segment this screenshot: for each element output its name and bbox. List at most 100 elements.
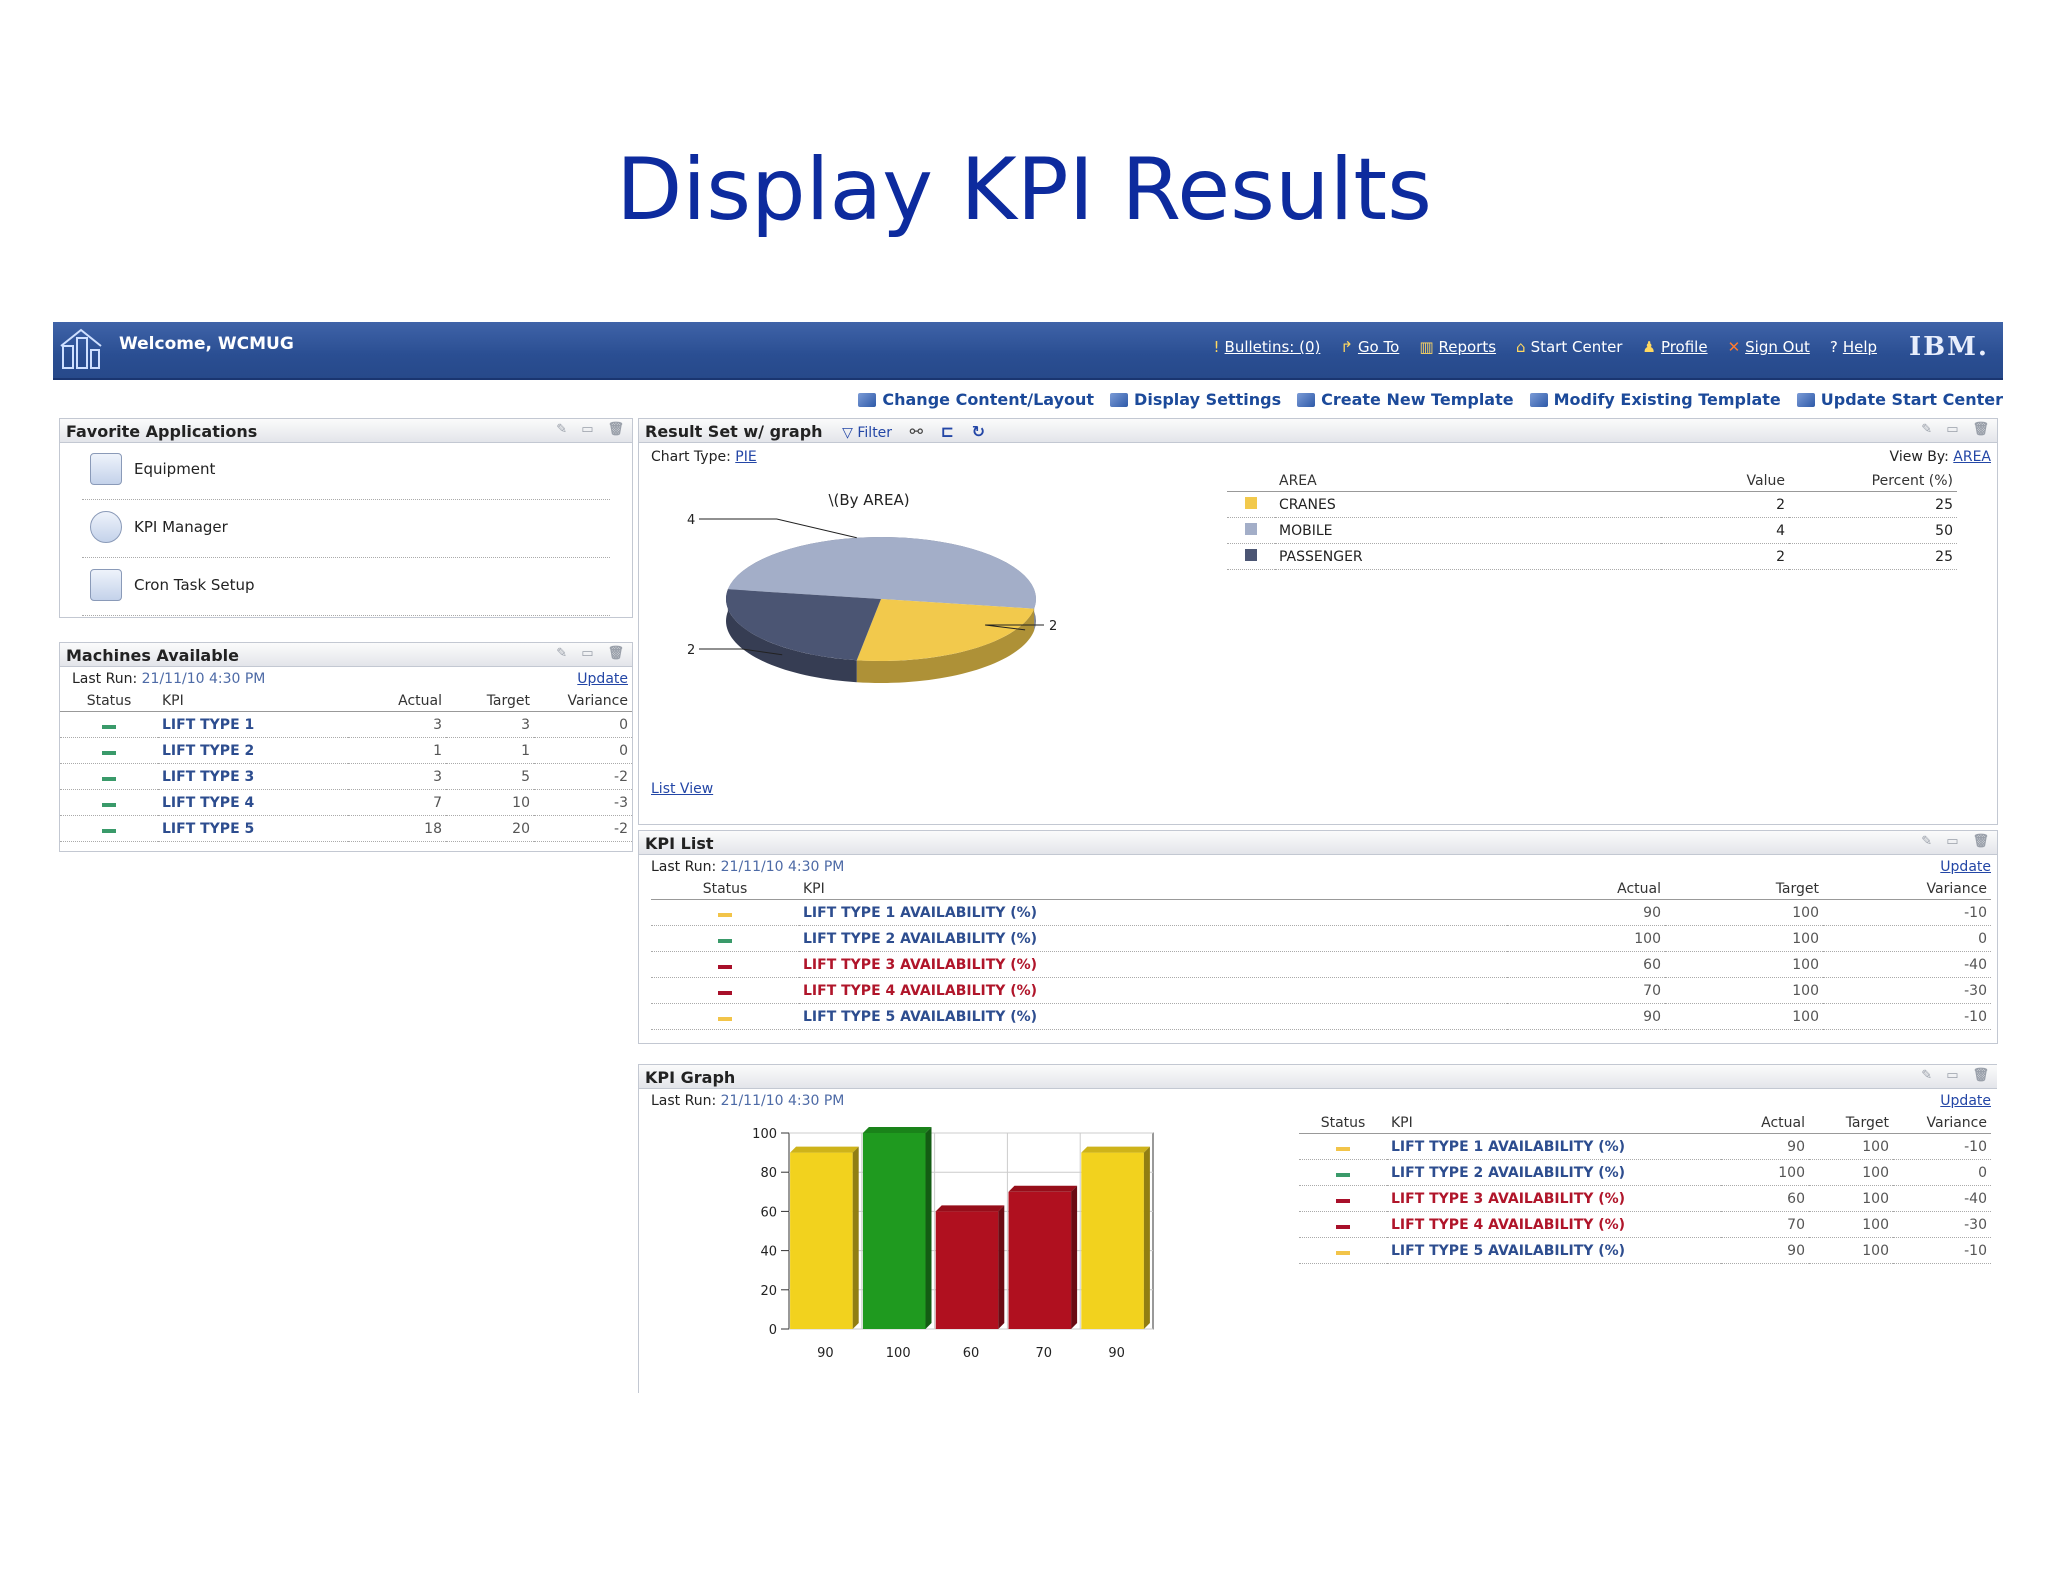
variance-value: -30 — [1893, 1211, 1991, 1238]
kpi-name[interactable]: LIFT TYPE 5 AVAILABILITY (%) — [799, 1003, 1507, 1030]
kpi-name[interactable]: LIFT TYPE 1 AVAILABILITY (%) — [799, 899, 1507, 926]
kpi-name[interactable]: LIFT TYPE 2 AVAILABILITY (%) — [1387, 1159, 1721, 1186]
table-row[interactable]: LIFT TYPE 3 AVAILABILITY (%) 60 100 -40 — [1299, 1185, 1991, 1212]
delete-icon[interactable]: 🗑 — [607, 422, 624, 437]
kpi-list-update-link[interactable]: Update — [1940, 859, 1991, 875]
pie-slice-mobile[interactable] — [727, 537, 1036, 609]
clear-filter-icon[interactable]: ⊏ — [940, 422, 955, 441]
table-row[interactable]: LIFT TYPE 4 AVAILABILITY (%) 70 100 -30 — [1299, 1211, 1991, 1238]
sign-out-link[interactable]: ✕ Sign Out — [1727, 338, 1810, 356]
kpi-name[interactable]: LIFT TYPE 5 — [158, 815, 348, 842]
bar-side — [852, 1146, 859, 1329]
help-link[interactable]: ? Help — [1829, 338, 1878, 356]
edit-icon[interactable]: ✎ — [1921, 834, 1933, 849]
kpi-name[interactable]: LIFT TYPE 3 — [158, 763, 348, 790]
edit-icon[interactable]: ✎ — [1921, 1068, 1933, 1083]
kpi-name[interactable]: LIFT TYPE 3 AVAILABILITY (%) — [1387, 1185, 1721, 1212]
edit-template-icon — [1529, 393, 1548, 407]
change-content-button[interactable]: Change Content/Layout — [858, 390, 1094, 409]
table-row[interactable]: LIFT TYPE 2 AVAILABILITY (%) 100 100 0 — [651, 925, 1991, 952]
table-row[interactable]: CRANES 2 25 — [1227, 491, 1957, 518]
delete-icon[interactable]: 🗑 — [1972, 834, 1989, 849]
welcome-text: Welcome, WCMUG — [119, 334, 294, 354]
variance-value: 0 — [1893, 1159, 1991, 1186]
update-start-center-button[interactable]: Update Start Center — [1796, 390, 2003, 409]
edit-icon[interactable]: ✎ — [556, 422, 568, 437]
status-indicator-cell — [1299, 1185, 1387, 1212]
minimize-icon[interactable]: ▭ — [1946, 834, 1959, 849]
bar[interactable] — [1081, 1152, 1144, 1329]
layout-icon — [858, 393, 877, 407]
pie-slice-passenger[interactable] — [726, 589, 881, 661]
table-row[interactable]: PASSENGER 2 25 — [1227, 543, 1957, 570]
y-tick-label: 0 — [769, 1323, 777, 1338]
delete-icon[interactable]: 🗑 — [1972, 422, 1989, 437]
actual-value: 100 — [1721, 1159, 1809, 1186]
table-row[interactable]: LIFT TYPE 3 AVAILABILITY (%) 60 100 -40 — [651, 951, 1991, 978]
kpi-graph-update-link[interactable]: Update — [1940, 1093, 1991, 1109]
fav-equipment[interactable]: Equipment — [90, 453, 215, 485]
target-value: 100 — [1665, 977, 1823, 1004]
goto-link[interactable]: ↱ Go To — [1340, 338, 1400, 356]
legend-swatch-cell — [1227, 543, 1275, 570]
chart-type-link[interactable]: PIE — [735, 449, 757, 465]
favorites-header: Favorite Applications ✎ ▭ 🗑 — [60, 419, 632, 443]
machines-update-link[interactable]: Update — [577, 671, 628, 687]
table-row[interactable]: LIFT TYPE 3 3 5 -2 — [60, 763, 632, 790]
bar[interactable] — [790, 1152, 853, 1329]
table-row[interactable]: LIFT TYPE 4 AVAILABILITY (%) 70 100 -30 — [651, 977, 1991, 1004]
minimize-icon[interactable]: ▭ — [1946, 1068, 1959, 1083]
table-row[interactable]: LIFT TYPE 5 18 20 -2 — [60, 815, 632, 842]
variance-value: -2 — [534, 763, 632, 790]
fav-cron-task[interactable]: Cron Task Setup — [90, 569, 255, 601]
favorites-title: Favorite Applications — [66, 422, 258, 441]
table-row[interactable]: LIFT TYPE 1 AVAILABILITY (%) 90 100 -10 — [1299, 1133, 1991, 1160]
table-row[interactable]: LIFT TYPE 5 AVAILABILITY (%) 90 100 -10 — [1299, 1237, 1991, 1264]
table-row[interactable]: LIFT TYPE 4 7 10 -3 — [60, 789, 632, 816]
bulletins-link[interactable]: ! Bulletins: (0) — [1213, 338, 1321, 356]
kpi-name[interactable]: LIFT TYPE 4 AVAILABILITY (%) — [1387, 1211, 1721, 1238]
edit-icon[interactable]: ✎ — [556, 646, 568, 661]
modify-template-button[interactable]: Modify Existing Template — [1529, 390, 1781, 409]
delete-icon[interactable]: 🗑 — [607, 646, 624, 661]
kpi-name[interactable]: LIFT TYPE 2 AVAILABILITY (%) — [799, 925, 1507, 952]
result-set-portlet: Result Set w/ graph ▽ Filter ⚯ ⊏ ↻ ✎ ▭ 🗑 C… — [638, 418, 1998, 825]
reports-link[interactable]: ▥ Reports — [1419, 338, 1497, 356]
kpi-name[interactable]: LIFT TYPE 1 — [158, 711, 348, 738]
bar[interactable] — [935, 1211, 999, 1329]
bar[interactable] — [862, 1133, 926, 1329]
minimize-icon[interactable]: ▭ — [581, 422, 594, 437]
fav-kpi-manager[interactable]: KPI Manager — [90, 511, 228, 543]
kpi-name[interactable]: LIFT TYPE 1 AVAILABILITY (%) — [1387, 1133, 1721, 1160]
edit-icon[interactable]: ✎ — [1921, 422, 1933, 437]
table-row[interactable]: LIFT TYPE 5 AVAILABILITY (%) 90 100 -10 — [651, 1003, 1991, 1030]
filter-button[interactable]: ▽ Filter — [842, 425, 893, 441]
display-settings-button[interactable]: Display Settings — [1110, 390, 1281, 409]
create-template-button[interactable]: Create New Template — [1297, 390, 1514, 409]
profile-link[interactable]: ♟ Profile — [1642, 338, 1708, 356]
start-center-link[interactable]: ⌂ Start Center — [1516, 338, 1623, 356]
kpi-name[interactable]: LIFT TYPE 5 AVAILABILITY (%) — [1387, 1237, 1721, 1264]
kpi-name[interactable]: LIFT TYPE 3 AVAILABILITY (%) — [799, 951, 1507, 978]
table-row[interactable]: LIFT TYPE 1 AVAILABILITY (%) 90 100 -10 — [651, 899, 1991, 926]
kpi-name[interactable]: LIFT TYPE 4 AVAILABILITY (%) — [799, 977, 1507, 1004]
variance-value: -40 — [1893, 1185, 1991, 1212]
view-by-link[interactable]: AREA — [1953, 449, 1991, 465]
table-row[interactable]: MOBILE 4 50 — [1227, 517, 1957, 544]
minimize-icon[interactable]: ▭ — [1946, 422, 1959, 437]
pie-chart: \(By AREA) 4 2 2 — [687, 491, 1057, 683]
legend-swatch-cell — [1227, 491, 1275, 518]
bar[interactable] — [1008, 1191, 1072, 1329]
minimize-icon[interactable]: ▭ — [581, 646, 594, 661]
kpi-graph-title: KPI Graph — [645, 1068, 736, 1087]
table-row[interactable]: LIFT TYPE 2 AVAILABILITY (%) 100 100 0 — [1299, 1159, 1991, 1186]
binoculars-icon[interactable]: ⚯ — [909, 422, 924, 441]
delete-icon[interactable]: 🗑 — [1972, 1068, 1989, 1083]
refresh-icon[interactable]: ↻ — [971, 422, 985, 441]
pie-slice-cranes[interactable] — [856, 599, 1035, 661]
list-view-link[interactable]: List View — [651, 781, 714, 797]
kpi-name[interactable]: LIFT TYPE 4 — [158, 789, 348, 816]
kpi-name[interactable]: LIFT TYPE 2 — [158, 737, 348, 764]
